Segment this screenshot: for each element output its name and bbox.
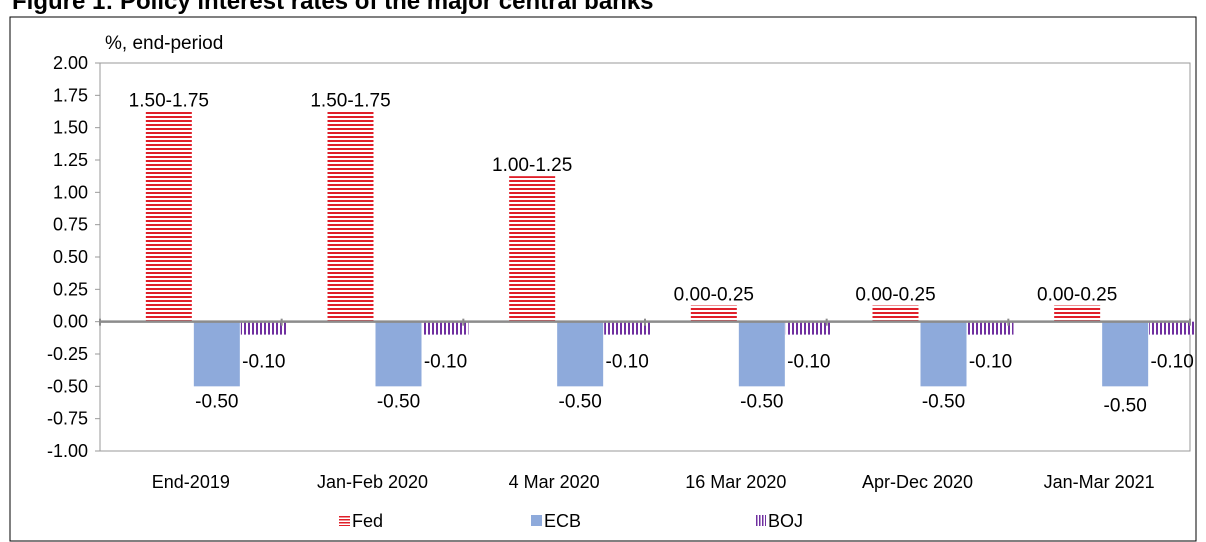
bar-boj-2 [422, 321, 469, 335]
x-tick-label: End-2019 [152, 472, 230, 492]
chart-title: Figure 1: Policy interest rates of the m… [12, 0, 654, 15]
data-label-fed-3: 1.00-1.25 [492, 155, 572, 176]
x-tick-label: Jan-Mar 2021 [1044, 472, 1155, 492]
bar-boj-3 [604, 321, 651, 335]
data-label-boj-2: -0.10 [424, 351, 467, 372]
bar-ecb-2 [375, 321, 422, 387]
chart-frame [9, 16, 1197, 542]
data-label-fed-6: 0.00-0.25 [1037, 285, 1117, 306]
chart-title-strip: Figure 1: Policy interest rates of the m… [10, 0, 1206, 16]
bar-boj-4 [785, 321, 832, 335]
y-axis-label: %, end-period [105, 33, 223, 54]
data-label-ecb-4: -0.50 [740, 392, 783, 413]
x-tick-label: 16 Mar 2020 [685, 472, 786, 492]
bar-fed-4 [690, 305, 737, 322]
data-label-ecb-5: -0.50 [922, 392, 965, 413]
data-label-fed-2: 1.50-1.75 [310, 91, 390, 112]
legend: Fed ECB BOJ [339, 511, 803, 531]
bar-ecb-1 [193, 321, 240, 387]
y-tick-label: 2.00 [53, 53, 88, 73]
y-tick-label: 0.50 [53, 247, 88, 267]
bar-ecb-6 [1102, 321, 1149, 387]
y-axis-ticks: 2.00 1.75 1.50 1.25 1.00 0.75 0.50 0.25 0.00 -0.2… [47, 53, 100, 461]
bar-ecb-5 [920, 321, 967, 387]
legend-swatch-boj [755, 515, 766, 526]
bar-fed-3 [509, 176, 556, 322]
data-label-ecb-2: -0.50 [377, 392, 420, 413]
bar-boj-1 [240, 321, 287, 335]
y-tick-label: -0.75 [47, 409, 88, 429]
y-tick-label: 0.25 [53, 279, 88, 299]
legend-item-boj: BOJ [755, 511, 803, 531]
data-label-boj-5: -0.10 [969, 351, 1012, 372]
y-tick-label: 1.50 [53, 118, 88, 138]
legend-label-ecb: ECB [544, 511, 581, 531]
y-tick-label: 1.75 [53, 85, 88, 105]
data-label-ecb-1: -0.50 [195, 392, 238, 413]
legend-label-fed: Fed [352, 511, 383, 531]
bar-ecb-3 [557, 321, 604, 387]
y-tick-label: -0.25 [47, 344, 88, 364]
bar-boj-6 [1149, 321, 1196, 335]
legend-item-ecb: ECB [531, 511, 581, 531]
legend-item-fed: Fed [339, 511, 383, 531]
data-label-boj-6: -0.10 [1151, 351, 1194, 372]
x-axis-labels: End-2019 Jan-Feb 2020 4 Mar 2020 16 Mar 202… [152, 472, 1155, 492]
bar-fed-1 [145, 111, 192, 322]
data-label-fed-5: 0.00-0.25 [855, 285, 935, 306]
data-label-fed-4: 0.00-0.25 [674, 285, 754, 306]
x-tick-label: Jan-Feb 2020 [317, 472, 428, 492]
data-labels: 1.50-1.75 1.50-1.75 1.00-1.25 0.00-0.25 0.00… [129, 91, 1194, 417]
x-axis-ticks [99, 318, 1191, 326]
legend-swatch-fed [339, 515, 350, 526]
x-tick-label: 4 Mar 2020 [509, 472, 600, 492]
bar-fed-5 [872, 305, 919, 322]
y-tick-label: -0.50 [47, 376, 88, 396]
y-tick-label: 0.00 [53, 312, 88, 332]
data-label-boj-3: -0.10 [606, 351, 649, 372]
plot-area [99, 62, 1191, 452]
y-tick-label: 0.75 [53, 215, 88, 235]
bar-ecb-4 [738, 321, 785, 387]
data-label-boj-4: -0.10 [787, 351, 830, 372]
data-label-fed-1: 1.50-1.75 [129, 91, 209, 112]
data-label-boj-1: -0.10 [242, 351, 285, 372]
legend-swatch-ecb [531, 515, 542, 526]
x-tick-label: Apr-Dec 2020 [862, 472, 973, 492]
y-tick-label: -1.00 [47, 441, 88, 461]
bar-fed-2 [327, 111, 374, 322]
data-label-ecb-3: -0.50 [559, 392, 602, 413]
bar-boj-5 [967, 321, 1014, 335]
bar-fed-6 [1054, 305, 1101, 322]
y-tick-label: 1.00 [53, 182, 88, 202]
data-label-ecb-6: -0.50 [1104, 395, 1147, 416]
bars [145, 111, 1196, 387]
legend-label-boj: BOJ [768, 511, 803, 531]
y-tick-label: 1.25 [53, 150, 88, 170]
